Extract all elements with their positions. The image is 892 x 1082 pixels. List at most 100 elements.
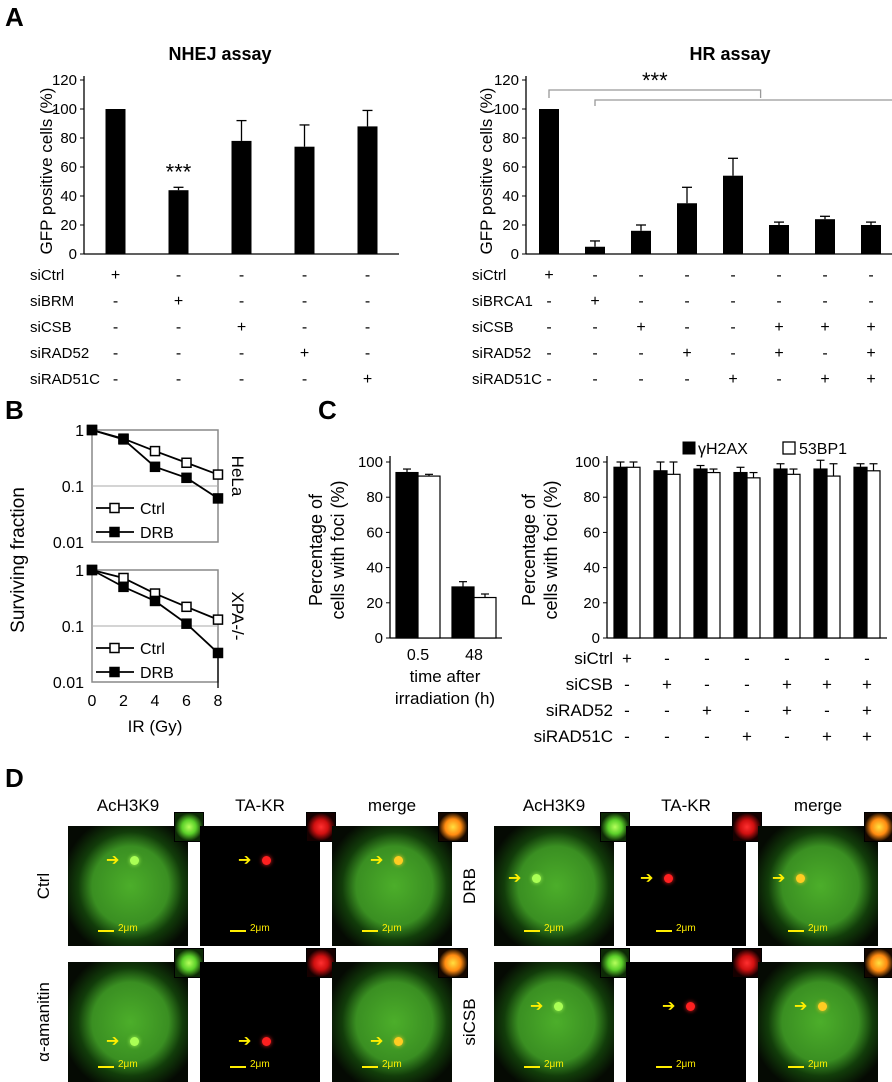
panel-letter-b: B: [5, 395, 24, 425]
condition-mark: -: [239, 293, 244, 310]
condition-mark: -: [684, 319, 689, 336]
x-tick-label: 4: [151, 693, 160, 710]
bar: [168, 190, 189, 254]
arrow-icon: ➔: [370, 850, 384, 869]
row-label: siCSB: [30, 319, 72, 336]
bar: [473, 596, 497, 639]
y-tick-label: 0: [375, 630, 383, 647]
scale-bar-label: 2μm: [382, 923, 402, 934]
scale-bar: [524, 1066, 540, 1068]
y-axis-label: Percentage of: [519, 493, 539, 606]
foci-time-chart: 0 20 40 60 80 100 Percentage of cells with foci…: [306, 454, 502, 708]
arrow-icon: ➔: [530, 996, 544, 1015]
bar: [815, 219, 835, 254]
condition-mark: +: [237, 319, 246, 336]
x-axis-label: time after: [410, 667, 481, 686]
hr-title: HR assay: [689, 44, 771, 64]
x-axis-label: IR (Gy): [128, 717, 183, 736]
bar: [733, 471, 748, 639]
x-tick-label: 6: [182, 693, 191, 710]
scale-bar-label: 2μm: [544, 1059, 564, 1070]
micrograph-image: ➔ 2μm: [494, 826, 614, 946]
condition-mark: -: [704, 727, 710, 746]
significance-label: ***: [642, 68, 668, 93]
bar: [585, 246, 605, 254]
scale-bar-label: 2μm: [118, 1059, 138, 1070]
row-label: siBRCA1: [472, 293, 533, 310]
y-tick-label: 0.01: [53, 535, 84, 552]
condition-mark: -: [664, 649, 670, 668]
micrograph-image: ➔ 2μm: [332, 962, 452, 1082]
bar: [769, 225, 789, 254]
condition-mark: -: [638, 345, 643, 362]
y-tick-label: 100: [52, 101, 77, 118]
significance-bracket: [548, 89, 762, 98]
scale-bar: [788, 930, 804, 932]
bar: [626, 466, 641, 639]
bar: [853, 466, 868, 639]
y-tick-label: 100: [575, 454, 600, 471]
y-tick-label: 60: [502, 159, 519, 176]
micrograph-image: ➔ 2μm: [758, 962, 878, 1082]
y-tick-label: 1: [75, 563, 84, 580]
condition-mark: -: [113, 371, 118, 388]
scale-bar-label: 2μm: [676, 923, 696, 934]
condition-mark: -: [704, 649, 710, 668]
focus-spot: [818, 1002, 827, 1011]
scale-bar: [362, 930, 378, 932]
condition-mark: +: [111, 267, 120, 284]
y-tick-label: 0.01: [53, 675, 84, 692]
row-label: siCSB: [472, 319, 514, 336]
y-tick-label: 60: [583, 524, 600, 541]
legend-label: Ctrl: [140, 501, 165, 518]
condition-mark: +: [728, 371, 737, 388]
y-tick-label: 100: [494, 101, 519, 118]
legend-marker: [109, 666, 120, 678]
bar: [539, 109, 559, 254]
y-tick-label: 0.1: [62, 479, 84, 496]
focus-spot: [262, 1037, 271, 1046]
bar: [105, 109, 126, 254]
legend-label: DRB: [140, 525, 174, 542]
condition-mark: +: [774, 319, 783, 336]
arrow-icon: ➔: [508, 868, 522, 887]
condition-label: siCSB: [460, 998, 479, 1046]
condition-mark: +: [820, 319, 829, 336]
scale-bar: [362, 1066, 378, 1068]
y-tick-label: 40: [583, 560, 600, 577]
condition-mark: -: [704, 675, 710, 694]
data-point: [118, 572, 129, 584]
row-label: siRAD52: [30, 345, 89, 362]
condition-mark: -: [302, 319, 307, 336]
data-point: [212, 469, 224, 480]
condition-label: Ctrl: [34, 872, 53, 900]
condition-mark: -: [592, 345, 597, 362]
y-tick-label: 0: [592, 630, 600, 647]
arrow-icon: ➔: [106, 850, 120, 869]
bar: [693, 468, 708, 639]
bar: [786, 473, 801, 639]
bar: [746, 477, 761, 639]
condition-mark: +: [544, 267, 553, 284]
x-tick-label: 2: [119, 693, 128, 710]
focus-spot: [130, 1037, 139, 1046]
significance-bracket: [594, 99, 892, 106]
scale-bar: [656, 1066, 672, 1068]
y-tick-label: 40: [60, 188, 77, 205]
condition-mark: -: [730, 267, 735, 284]
micrograph-image: ➔ 2μm: [200, 962, 320, 1082]
data-point: [149, 445, 161, 457]
condition-mark: -: [868, 267, 873, 284]
data-point: [118, 434, 129, 445]
data-point: [86, 564, 98, 576]
scale-bar: [656, 930, 672, 932]
condition-mark: +: [622, 649, 632, 668]
condition-mark: -: [176, 371, 181, 388]
condition-mark: -: [784, 727, 790, 746]
micrograph-image: ➔ 2μm: [332, 826, 452, 946]
inset-zoom: [732, 812, 762, 842]
condition-mark: +: [590, 293, 599, 310]
row-label: siCtrl: [472, 267, 506, 284]
condition-mark: -: [239, 267, 244, 284]
condition-mark: +: [862, 675, 872, 694]
